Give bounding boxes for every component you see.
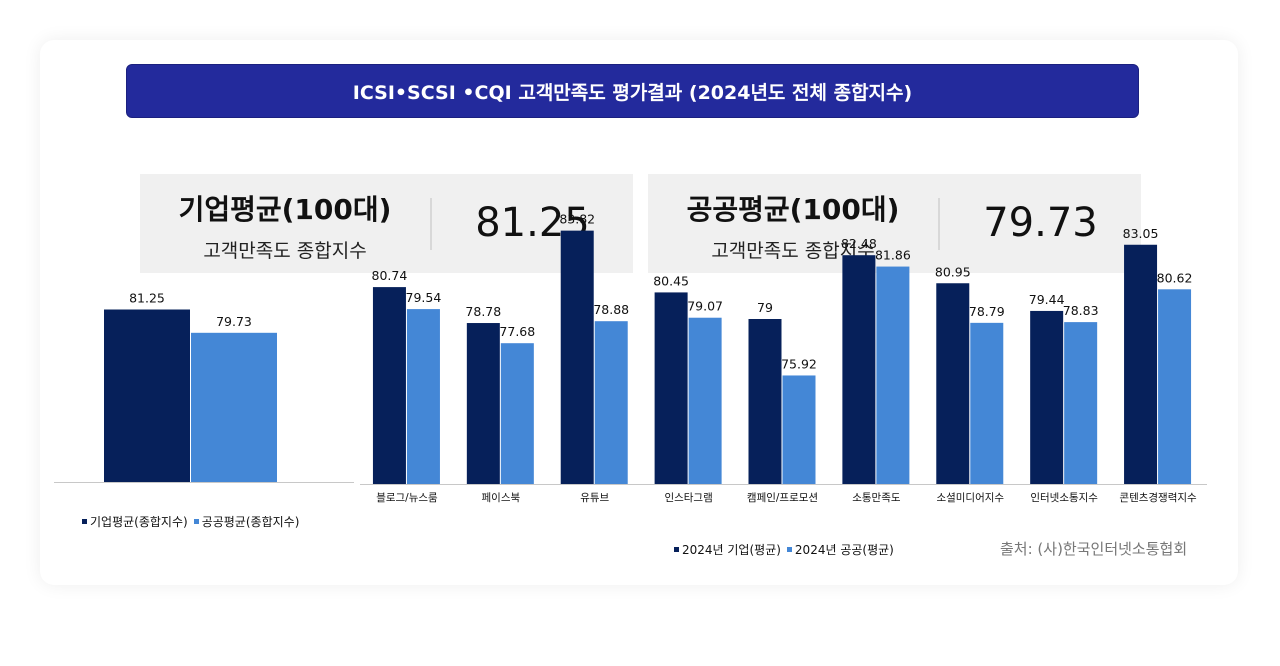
legend-swatch-2024-enterprise <box>674 547 679 552</box>
stat-divider <box>938 198 940 250</box>
legend-label-2024-enterprise: 2024년 기업(평균) <box>682 543 781 557</box>
category-data-label: 79.54 <box>406 290 442 305</box>
category-data-label: 75.92 <box>781 356 817 371</box>
category-data-label: 80.95 <box>935 264 971 279</box>
category-data-label: 78.83 <box>1063 303 1099 318</box>
page-title-text: ICSI•SCSI •CQI 고객만족도 평가결과 (2024년도 전체 종합지… <box>352 81 913 104</box>
legend-item-public: 공공평균(종합지수) <box>193 513 300 530</box>
source-note: 출처: (사)한국인터넷소통협회 <box>1000 540 1188 558</box>
category-bar-public <box>594 321 628 484</box>
category-data-label: 83.05 <box>1123 226 1159 241</box>
legend-swatch-public <box>193 519 199 524</box>
category-data-label: 77.68 <box>499 324 535 339</box>
category-bar-enterprise <box>1124 244 1158 484</box>
stat-enterprise-sub: 고객만족도 종합지수 <box>203 240 367 262</box>
legend-label-2024-public: 2024년 공공(평균) <box>794 543 894 557</box>
category-bar-public <box>688 317 722 484</box>
category-bar-enterprise <box>466 323 500 484</box>
legend-item-2024-enterprise: 2024년 기업(평균) <box>674 541 781 558</box>
category-bar-public <box>782 375 816 484</box>
category-category-label: 블로그/뉴스룸 <box>376 492 438 504</box>
category-category-label: 유튜브 <box>580 492 609 504</box>
category-bar-public <box>406 309 440 484</box>
category-data-label: 82.48 <box>841 236 877 251</box>
category-bar-public <box>876 266 910 484</box>
legend-item-enterprise: 기업평균(종합지수) <box>82 513 188 530</box>
category-bar-enterprise <box>654 292 688 484</box>
stat-public-value: 79.73 <box>983 200 1098 246</box>
category-data-label: 78.78 <box>465 304 501 319</box>
category-bar-enterprise <box>936 283 970 484</box>
category-bar-enterprise <box>560 230 594 484</box>
stat-public-name: 공공평균(100대) <box>686 193 900 226</box>
category-bar-enterprise <box>748 319 782 484</box>
legend-label-enterprise: 기업평균(종합지수) <box>90 515 188 529</box>
category-bar-enterprise <box>372 287 406 484</box>
category-data-label: 78.88 <box>593 302 629 317</box>
stat-public-sub: 고객만족도 종합지수 <box>711 240 875 262</box>
category-bar-enterprise <box>842 255 876 484</box>
category-bar-public <box>500 343 534 484</box>
category-data-label: 80.45 <box>653 273 689 288</box>
category-data-label: 80.74 <box>372 268 408 283</box>
category-bar-public <box>1064 322 1098 484</box>
legend-swatch-2024-public <box>786 547 792 552</box>
category-data-label: 80.62 <box>1157 270 1193 285</box>
page-title: ICSI•SCSI •CQI 고객만족도 평가결과 (2024년도 전체 종합지… <box>126 64 1139 118</box>
category-category-label: 페이스북 <box>482 492 521 504</box>
category-data-label: 79 <box>757 300 773 315</box>
category-bar-enterprise <box>1030 310 1064 484</box>
overall-chart-legend: 기업평균(종합지수) 공공평균(종합지수) <box>82 513 305 530</box>
category-category-label: 소셜미디어지수 <box>936 492 1004 504</box>
stat-divider <box>430 198 432 250</box>
category-data-label: 83.82 <box>559 212 595 227</box>
stat-enterprise-average: 기업평균(100대) 고객만족도 종합지수 81.25 <box>140 174 633 273</box>
stat-public-average: 공공평균(100대) 고객만족도 종합지수 79.73 <box>648 174 1141 273</box>
category-bar-public <box>1158 289 1192 484</box>
legend-item-2024-public: 2024년 공공(평균) <box>786 541 894 558</box>
stat-enterprise-name: 기업평균(100대) <box>178 193 392 226</box>
overall-bar-enterprise <box>104 309 190 482</box>
overall-data-label: 79.73 <box>216 314 252 329</box>
legend-label-public: 공공평균(종합지수) <box>201 515 300 529</box>
category-bar-public <box>970 322 1004 484</box>
overall-bar-public <box>191 332 277 482</box>
category-data-label: 78.79 <box>969 304 1005 319</box>
category-category-label: 인터넷소통지수 <box>1030 492 1098 504</box>
category-category-label: 인스타그램 <box>664 492 712 504</box>
category-data-label: 79.07 <box>687 299 723 314</box>
category-data-label: 79.44 <box>1029 292 1065 307</box>
overall-data-label: 81.25 <box>129 291 165 306</box>
category-chart-legend: 2024년 기업(평균) 2024년 공공(평균) <box>674 541 900 558</box>
category-category-label: 소통만족도 <box>852 492 901 504</box>
legend-swatch-enterprise <box>82 519 87 524</box>
category-data-label: 81.86 <box>875 248 911 263</box>
category-category-label: 캠페인/프로모션 <box>747 492 818 504</box>
category-category-label: 콘텐츠경쟁력지수 <box>1119 491 1197 504</box>
